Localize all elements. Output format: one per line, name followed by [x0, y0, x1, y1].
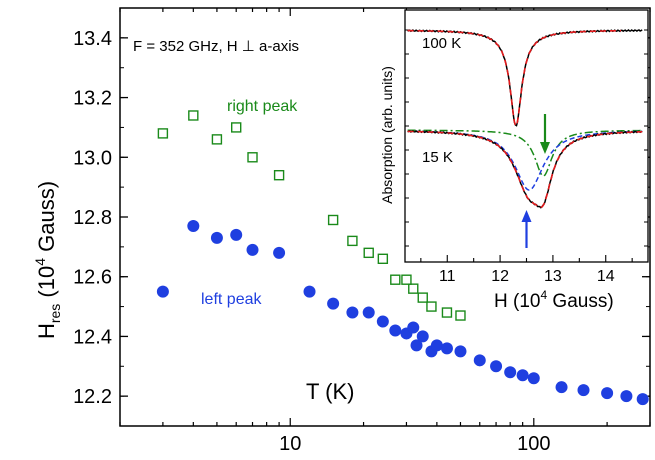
curve-100k-fit	[407, 29, 622, 127]
left-peak-point	[516, 369, 529, 382]
left-peak-point	[490, 360, 503, 373]
inset-x-tick-label: 11	[439, 268, 456, 285]
inset-x-tick-labels: 11 12 13 14	[439, 268, 615, 285]
y-tick-label: 12.8	[73, 207, 112, 229]
left-peak-point	[187, 219, 200, 232]
inset-x-axis-label-main: H (10	[494, 291, 540, 312]
y-tick-label: 12.2	[73, 386, 112, 408]
left-peak-point	[504, 366, 517, 379]
y-axis-label-unit-end: Gauss)	[34, 181, 59, 258]
right-peak-point	[417, 292, 428, 303]
left-peak-arrowhead	[521, 210, 532, 222]
left-peak-point	[273, 246, 286, 259]
inset-x-tick-label: 12	[491, 268, 509, 285]
x-axis-label: T (K)	[306, 379, 354, 404]
x-tick-label: 10	[279, 433, 301, 455]
left-peak-point	[454, 345, 467, 358]
left-peak-label: left peak	[201, 291, 262, 308]
left-peak-point	[210, 231, 223, 244]
y-tick-label: 12.6	[73, 267, 112, 289]
y-tick-label: 13.0	[73, 147, 112, 169]
right-peak-arrowhead	[539, 142, 550, 154]
inset-x-tick-label: 13	[544, 268, 562, 285]
left-peak-point	[303, 285, 316, 298]
left-peak-point	[362, 306, 375, 319]
left-peak-point	[246, 243, 259, 256]
inset-x-axis-label-exp: 4	[540, 288, 547, 302]
left-peak-point	[346, 306, 359, 319]
curve-15k-data	[407, 129, 643, 209]
left-peak-series	[156, 219, 649, 406]
left-peak-point	[416, 330, 429, 343]
right-peak-point	[157, 128, 169, 139]
y-axis-label: Hres (104 Gauss)	[32, 181, 63, 339]
right-peak-point	[211, 134, 223, 145]
right-peak-point	[327, 214, 339, 226]
right-peak-point	[401, 274, 412, 285]
inset-axis-ticks	[405, 29, 648, 262]
right-peak-point	[363, 247, 374, 259]
right-peak-point	[377, 253, 389, 265]
y-axis-label-unit: (10	[34, 266, 59, 304]
left-peak-point	[327, 297, 340, 310]
x-tick-label: 100	[517, 433, 550, 455]
inset-curves	[407, 29, 643, 209]
left-peak-point	[555, 381, 568, 394]
left-peak-point	[620, 390, 633, 403]
left-peak-point	[636, 393, 649, 406]
right-peak-point	[188, 110, 199, 121]
right-peak-point	[426, 301, 437, 312]
left-peak-point	[430, 339, 443, 352]
right-peak-label: right peak	[227, 98, 298, 115]
y-tick-label: 13.2	[73, 88, 112, 110]
y-tick-label: 13.4	[73, 28, 112, 50]
inset-x-tick-label: 14	[597, 268, 615, 285]
inset-chart: 11 12 13 14 Absorption (arb. units) H (104 …	[379, 9, 649, 312]
left-peak-point	[407, 321, 420, 334]
left-peak-point	[410, 339, 423, 352]
left-peak-point	[376, 315, 389, 328]
right-peak-point	[390, 274, 401, 285]
inset-background	[400, 10, 648, 274]
left-peak-point	[440, 342, 453, 355]
curve-15k-right-component	[407, 129, 643, 177]
right-peak-point	[273, 169, 285, 181]
curve-15k-left-component	[407, 130, 643, 191]
right-peak-series	[157, 110, 466, 321]
left-peak-point	[156, 285, 169, 298]
inset-x-axis-label: H (104 Gauss)	[494, 288, 614, 312]
y-tick-label: 12.4	[73, 326, 112, 348]
left-peak-point	[601, 387, 614, 400]
inset-label-15k: 15 K	[422, 149, 453, 166]
y-tick-labels: 12.2 12.4 12.6 12.8 13.0 13.2 13.4	[73, 28, 112, 408]
inset-label-100k: 100 K	[422, 35, 461, 52]
right-peak-point	[455, 310, 466, 321]
left-peak-point	[389, 324, 402, 337]
left-peak-point	[230, 228, 243, 241]
inset-arrows	[521, 114, 550, 248]
right-peak-point	[247, 152, 258, 163]
left-peak-point	[527, 372, 540, 385]
right-peak-point	[441, 307, 453, 318]
right-peak-point	[231, 122, 242, 133]
left-peak-point	[577, 384, 590, 397]
right-peak-point	[347, 235, 358, 247]
y-axis-label-exp: 4	[32, 258, 48, 266]
x-tick-labels: 10 100	[279, 433, 550, 455]
y-axis-label-sub: res	[47, 304, 63, 323]
inset-y-axis-label: Absorption (arb. units)	[379, 66, 395, 204]
y-axis-label-main: H	[34, 323, 59, 339]
inset-x-axis-label-end: Gauss)	[547, 291, 614, 312]
conditions-annotation: F = 352 GHz, H ⊥ a-axis	[133, 38, 299, 55]
right-peak-point	[408, 283, 419, 294]
left-peak-point	[473, 354, 486, 367]
